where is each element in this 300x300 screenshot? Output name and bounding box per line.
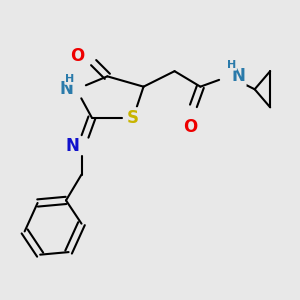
Text: S: S: [127, 109, 139, 127]
Text: N: N: [65, 137, 79, 155]
Text: N: N: [60, 80, 74, 98]
Text: O: O: [70, 47, 84, 65]
Text: N: N: [231, 67, 245, 85]
Text: H: H: [227, 60, 236, 70]
Text: H: H: [65, 74, 74, 84]
Text: O: O: [183, 118, 197, 136]
